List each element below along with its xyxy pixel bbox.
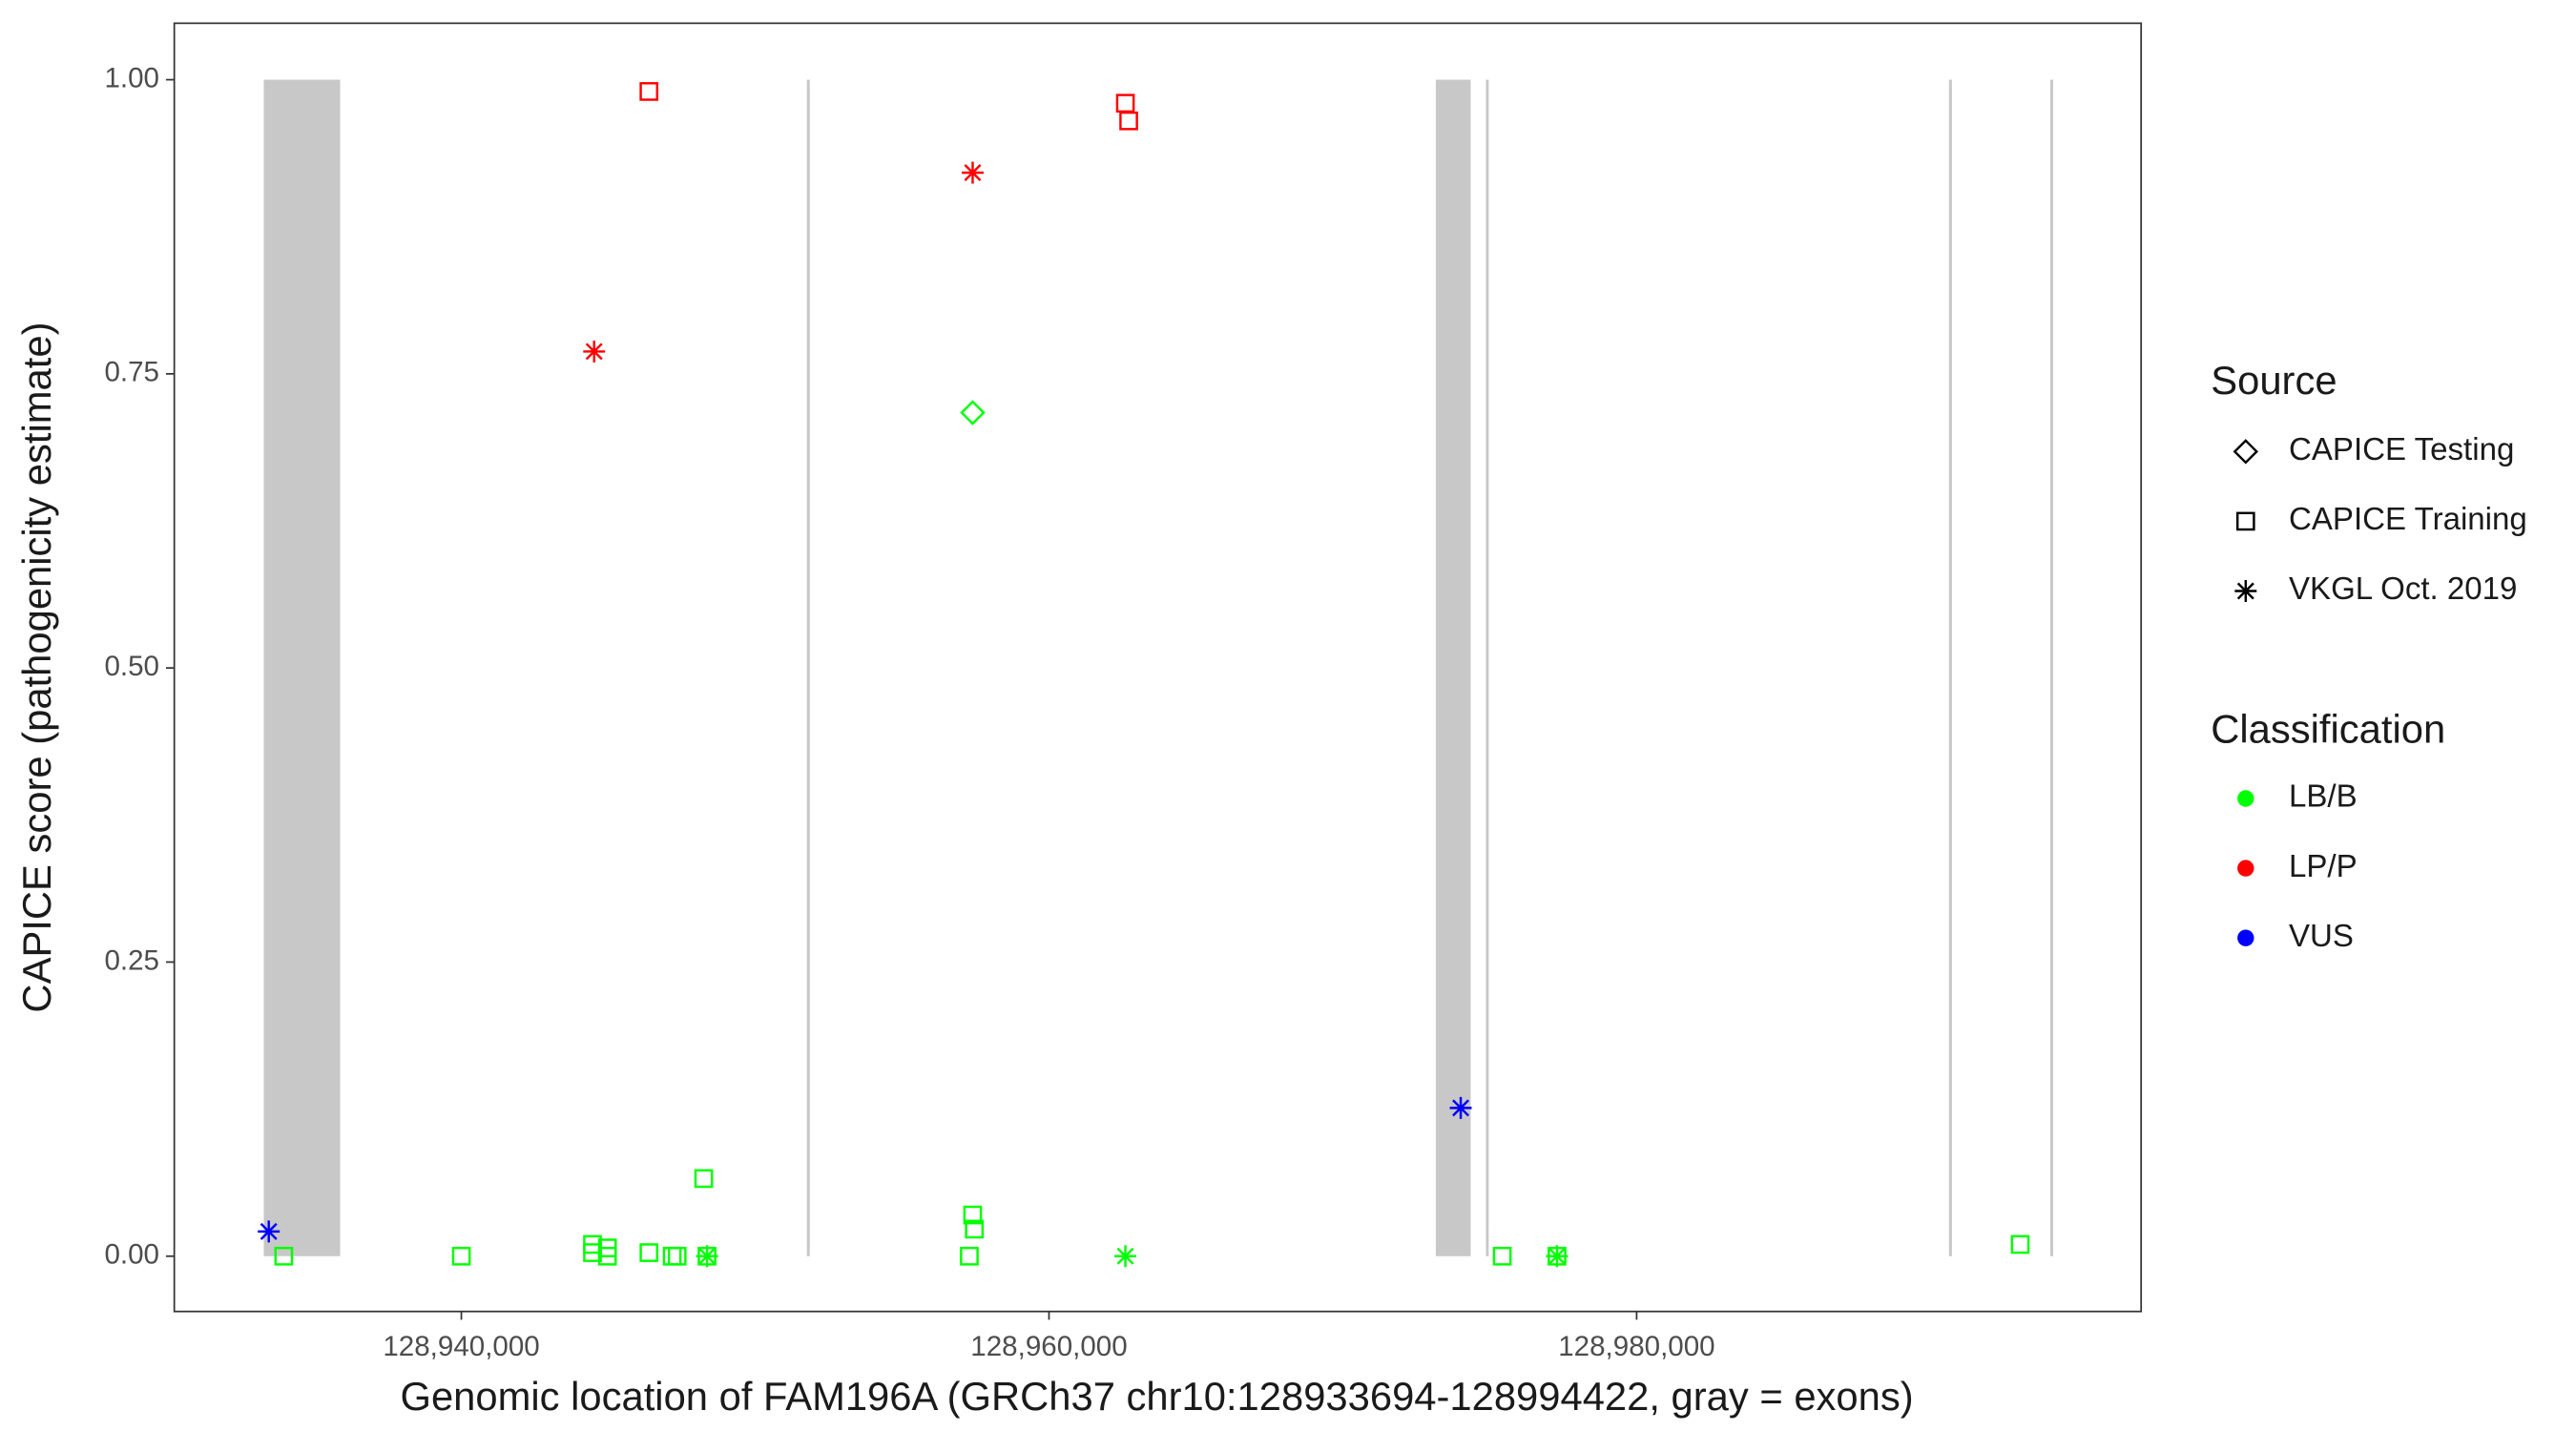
legend-symbol [2234, 580, 2257, 602]
point [583, 1243, 602, 1262]
point [662, 1246, 682, 1266]
legend-title: Classification [2211, 706, 2445, 751]
point [960, 400, 986, 425]
x-tick-label: 128,960,000 [970, 1331, 1127, 1362]
x-tick-label: 128,980,000 [1558, 1331, 1714, 1362]
point [639, 1243, 659, 1262]
point [961, 161, 984, 184]
point [639, 82, 659, 101]
legend-label: LB/B [2289, 779, 2358, 815]
panel-border [173, 22, 2143, 1313]
exon [1435, 79, 1471, 1256]
point [963, 1205, 983, 1225]
point [696, 1245, 718, 1268]
legend-symbol [2237, 860, 2254, 877]
y-tick-label: 1.00 [104, 62, 159, 93]
x-axis-title: Genomic location of FAM196A (GRCh37 chr1… [400, 1374, 1913, 1419]
point [667, 1246, 687, 1266]
point [1449, 1096, 1472, 1119]
exon [806, 79, 810, 1256]
point [1492, 1246, 1512, 1266]
legend-symbol [2233, 439, 2259, 465]
legend-symbol [2237, 929, 2254, 946]
exon [1948, 79, 1952, 1256]
legend-label: LP/P [2289, 849, 2358, 884]
legend-label: VKGL Oct. 2019 [2289, 571, 2517, 607]
y-tick-label: 0.25 [104, 944, 159, 976]
point [274, 1246, 294, 1266]
legend-title: Source [2211, 358, 2337, 403]
point [258, 1220, 280, 1243]
exon [1485, 79, 1489, 1256]
y-axis-title: CAPICE score (pathogenicity estimate) [14, 322, 59, 1013]
point [697, 1246, 717, 1266]
point [1548, 1246, 1567, 1266]
point [1546, 1245, 1568, 1268]
point [1119, 111, 1138, 131]
y-tick-label: 0.75 [104, 357, 159, 388]
exon [2050, 79, 2053, 1256]
point [1114, 1245, 1137, 1268]
point [960, 1246, 979, 1266]
legend-label: VUS [2289, 919, 2354, 954]
point [2010, 1234, 2030, 1255]
y-tick-label: 0.50 [104, 651, 159, 682]
point [1115, 93, 1135, 114]
point [583, 340, 606, 363]
legend-label: CAPICE Training [2289, 502, 2527, 537]
point [451, 1246, 471, 1266]
y-tick-label: 0.00 [104, 1239, 159, 1271]
legend-label: CAPICE Testing [2289, 432, 2514, 467]
legend-symbol [2235, 511, 2255, 531]
point [597, 1246, 617, 1266]
point [965, 1219, 985, 1239]
legend-symbol [2237, 790, 2254, 807]
point [694, 1169, 714, 1189]
x-tick-label: 128,940,000 [383, 1331, 539, 1362]
exon [263, 79, 341, 1256]
